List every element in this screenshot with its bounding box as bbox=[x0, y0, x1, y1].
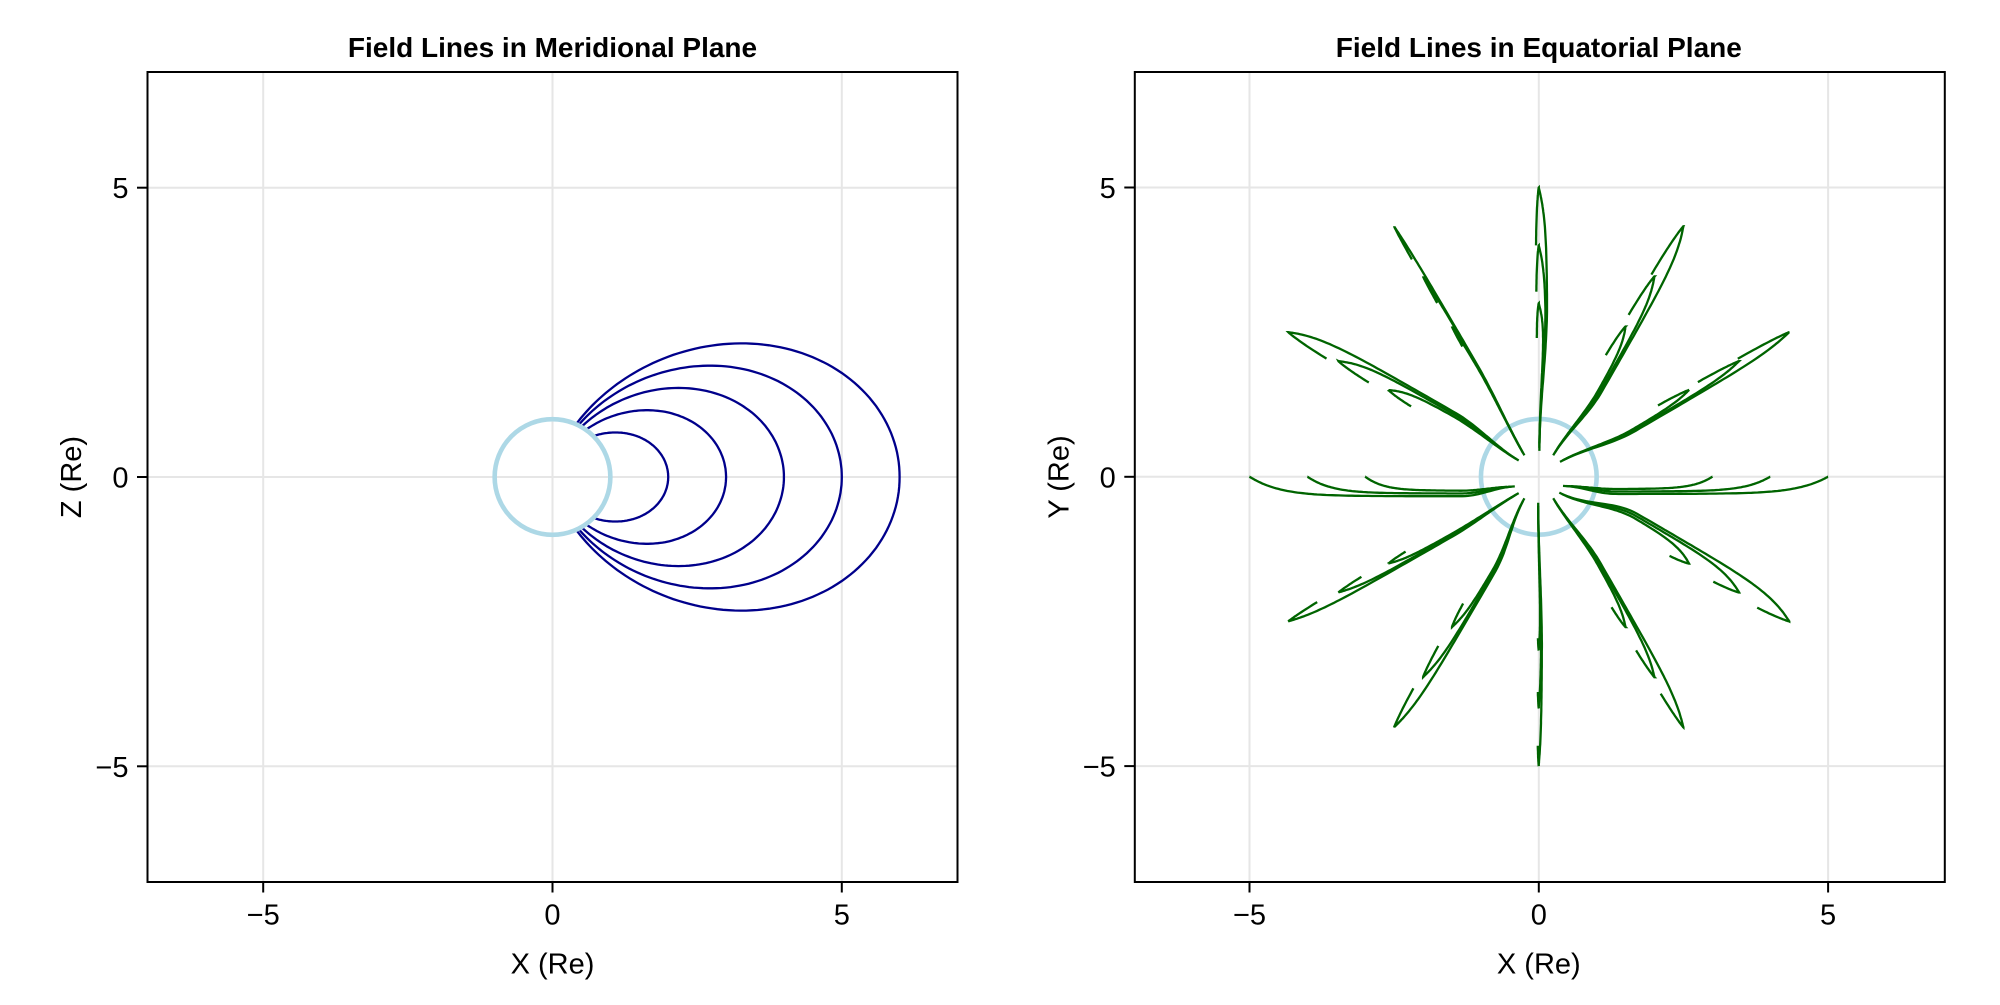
svg-text:0: 0 bbox=[1100, 462, 1116, 494]
svg-text:Field Lines in Equatorial Plan: Field Lines in Equatorial Plane bbox=[1336, 32, 1742, 63]
svg-text:−5: −5 bbox=[95, 752, 128, 784]
svg-text:5: 5 bbox=[1100, 173, 1116, 205]
svg-text:0: 0 bbox=[112, 463, 128, 495]
svg-text:5: 5 bbox=[834, 900, 850, 932]
svg-text:Y (Re): Y (Re) bbox=[1044, 435, 1076, 518]
svg-text:0: 0 bbox=[544, 900, 560, 932]
svg-text:−5: −5 bbox=[1233, 900, 1266, 932]
svg-text:5: 5 bbox=[1820, 900, 1836, 932]
svg-text:5: 5 bbox=[112, 173, 128, 205]
svg-text:Z (Re): Z (Re) bbox=[56, 436, 88, 518]
svg-text:−5: −5 bbox=[247, 900, 280, 932]
svg-text:0: 0 bbox=[1531, 900, 1547, 932]
svg-text:−5: −5 bbox=[1083, 752, 1116, 784]
svg-text:X (Re): X (Re) bbox=[1497, 949, 1581, 981]
svg-text:Field Lines in Meridional Plan: Field Lines in Meridional Plane bbox=[348, 32, 757, 63]
svg-text:X (Re): X (Re) bbox=[511, 949, 595, 981]
